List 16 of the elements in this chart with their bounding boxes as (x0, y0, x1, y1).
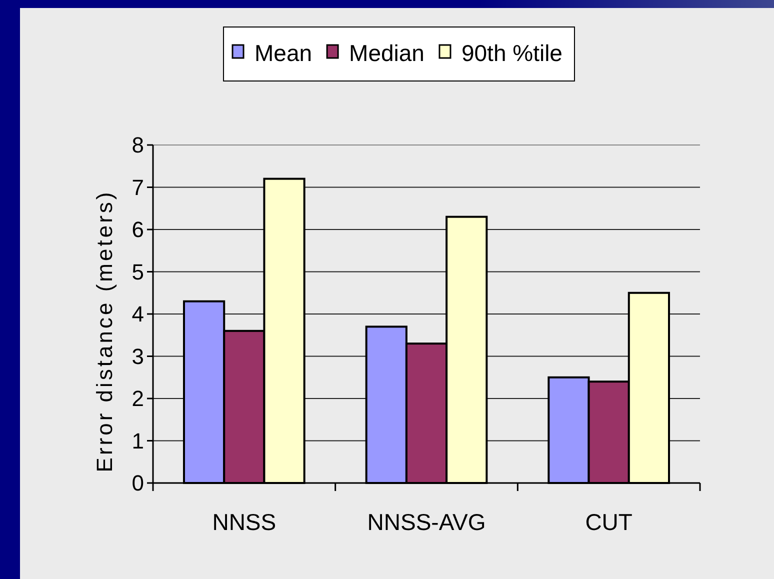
y-tick-label: 1 (132, 428, 144, 454)
y-tick-label: 5 (132, 259, 144, 284)
y-tick-label: 2 (132, 386, 144, 412)
y-tick-label: 4 (132, 302, 144, 327)
x-tick-label: NNSS (212, 509, 276, 535)
y-axis-title: Error distance (meters) (92, 190, 117, 472)
legend-label: 90th %tile (461, 40, 562, 66)
y-tick-label: 6 (132, 217, 144, 242)
y-tick-label: 7 (132, 174, 144, 200)
x-tick-label: CUT (585, 509, 632, 535)
legend-label: Median (349, 40, 424, 66)
legend-label: Mean (254, 40, 312, 66)
y-tick-label: 3 (132, 344, 144, 369)
y-tick-label: 8 (132, 132, 144, 158)
y-tick-label: 0 (132, 470, 144, 496)
x-tick-label: NNSS-AVG (367, 509, 486, 535)
